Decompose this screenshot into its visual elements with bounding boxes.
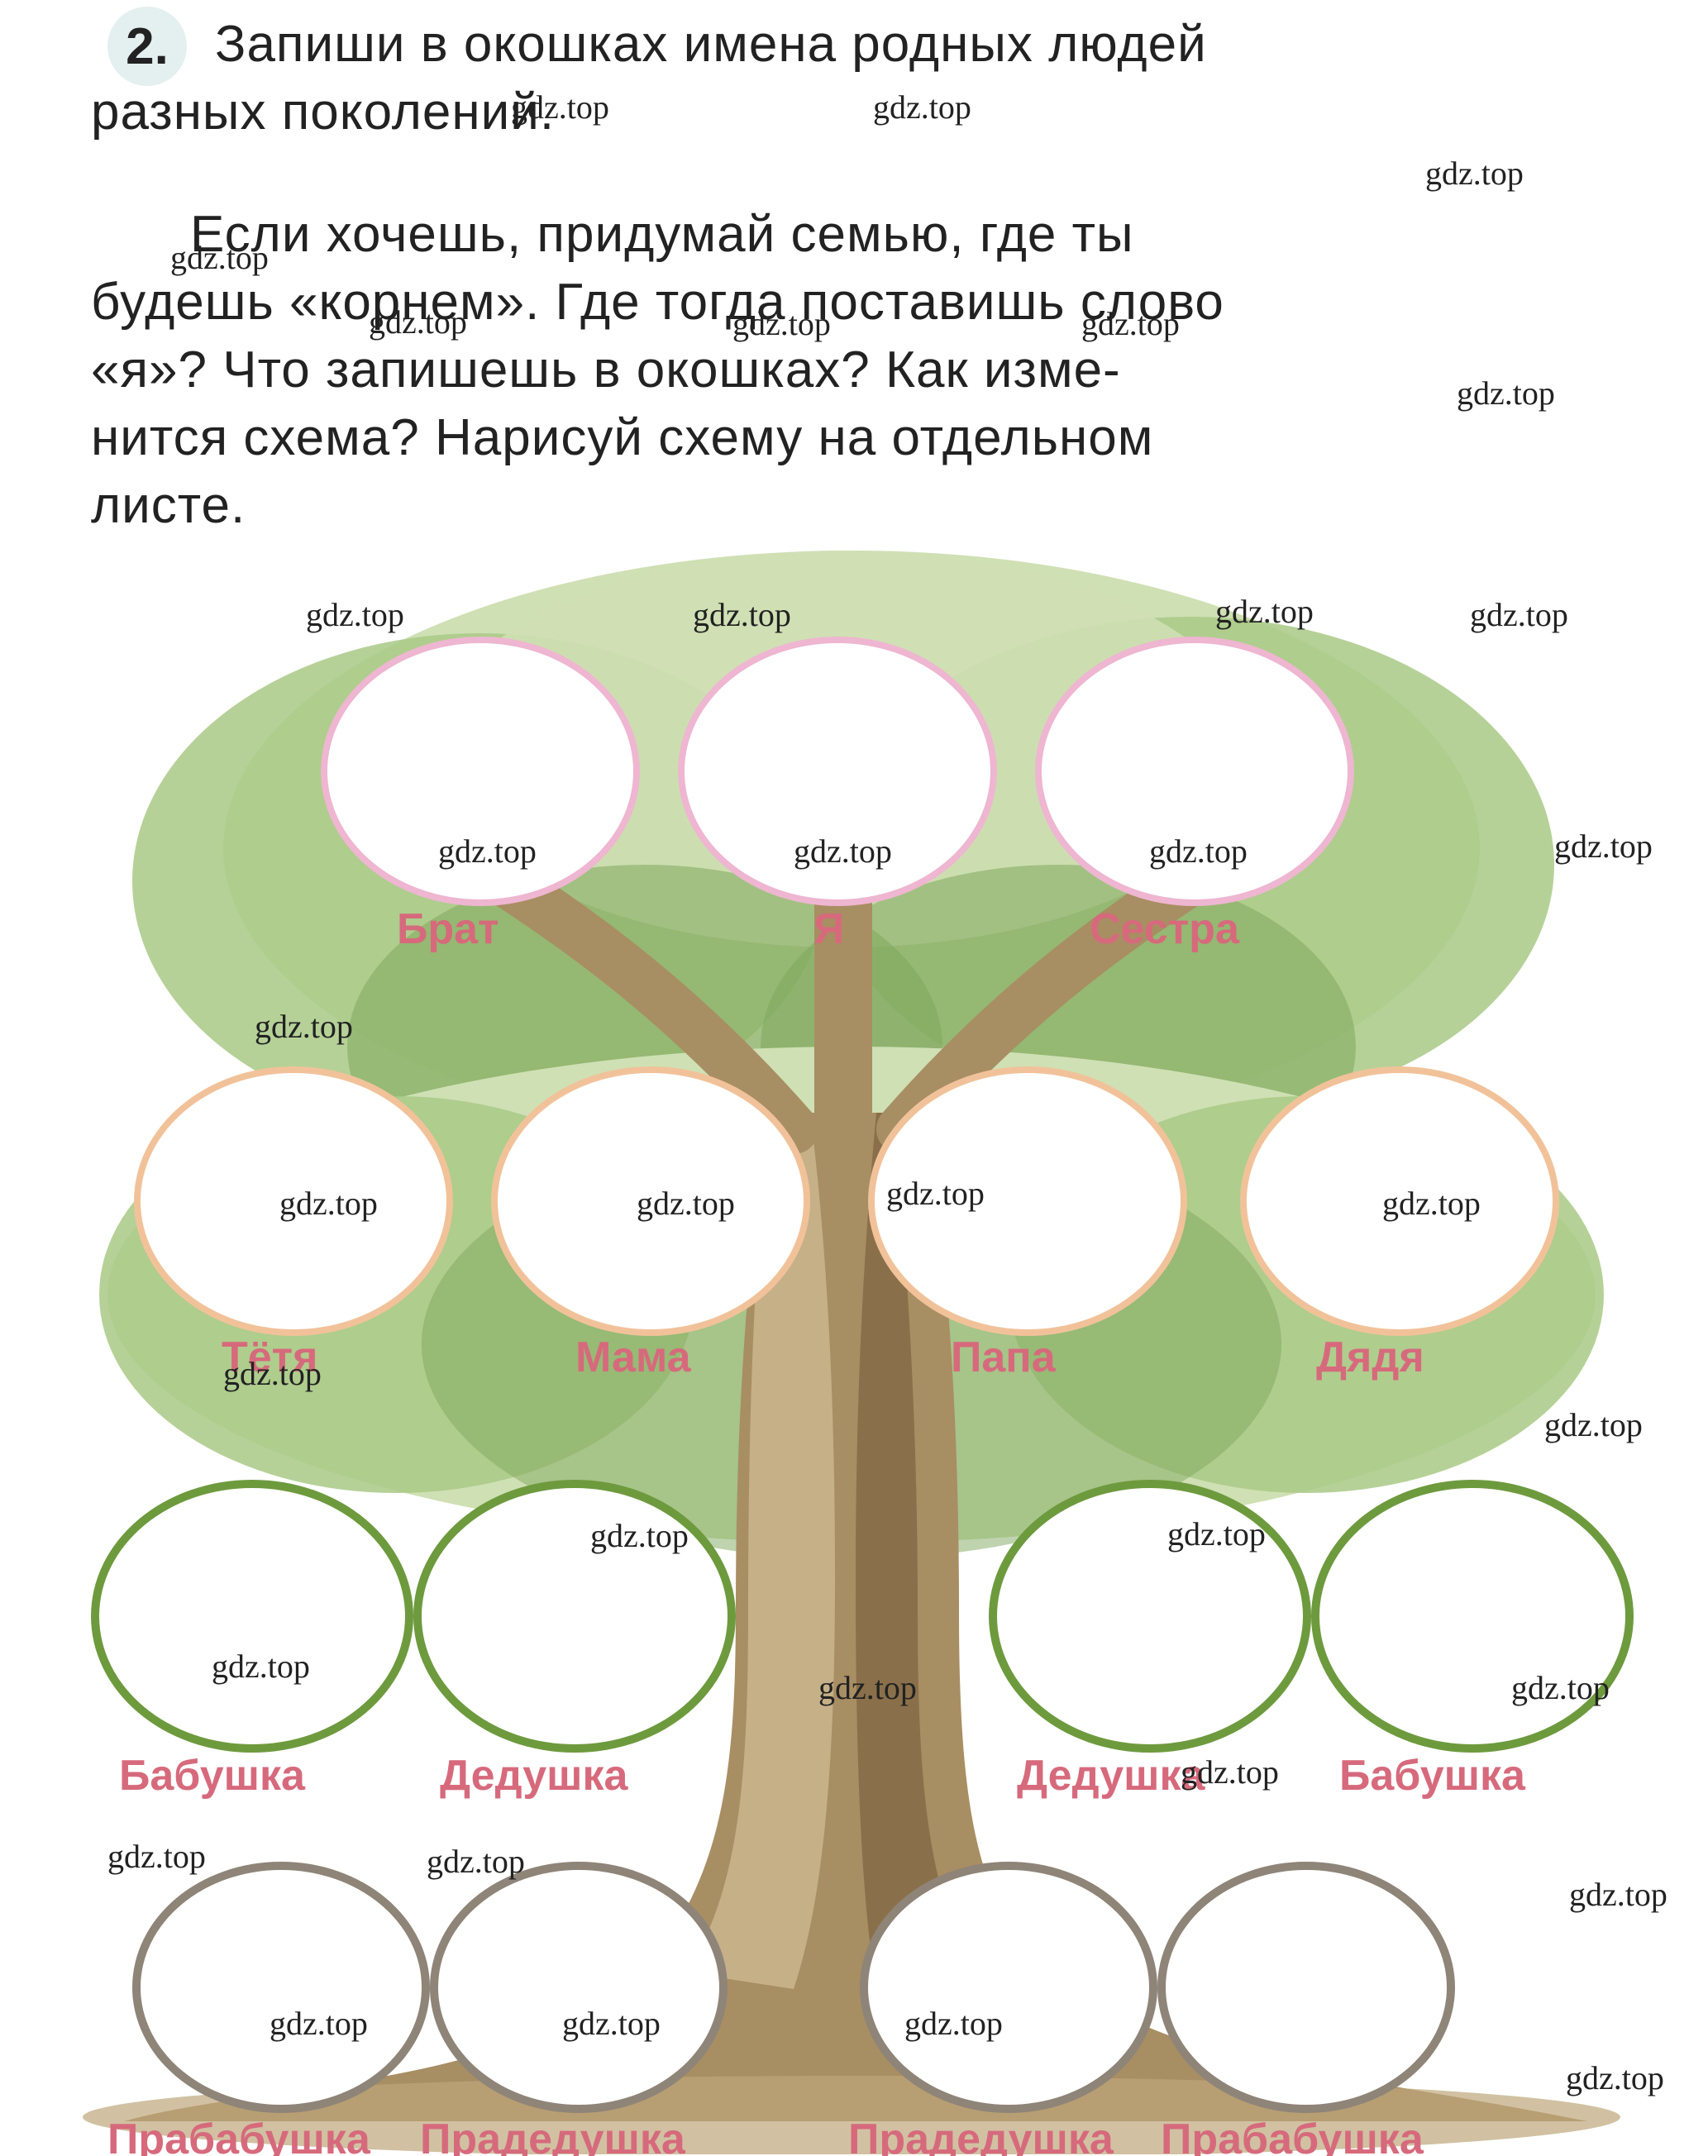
ring-babushka-l[interactable]: [91, 1480, 413, 1753]
task-number-badge: 2.: [107, 7, 187, 86]
label-babushka-r: Бабушка: [1339, 1751, 1525, 1801]
task-text-line2: разных поколений.: [91, 83, 555, 141]
watermark-text: gdz.top: [1566, 2058, 1664, 2097]
label-dedushka-l: Дедушка: [440, 1751, 627, 1801]
watermark-text: gdz.top: [1382, 1184, 1481, 1223]
label-brat: Брат: [397, 904, 499, 954]
watermark-text: gdz.top: [904, 2004, 1003, 2043]
ring-pradedushka-l[interactable]: [430, 1862, 728, 2113]
task-text-line5: «я»? Что запишешь в окошках? Как изме-: [91, 341, 1121, 399]
watermark-text: gdz.top: [873, 88, 971, 126]
watermark-text: gdz.top: [212, 1647, 310, 1686]
watermark-text: gdz.top: [886, 1174, 985, 1213]
watermark-text: gdz.top: [1167, 1514, 1266, 1553]
watermark-text: gdz.top: [1149, 832, 1248, 871]
label-sestra: Сестра: [1090, 904, 1239, 954]
watermark-text: gdz.top: [1554, 827, 1653, 866]
watermark-text: gdz.top: [427, 1842, 525, 1881]
watermark-text: gdz.top: [279, 1184, 378, 1223]
watermark-text: gdz.top: [1215, 592, 1314, 631]
watermark-text: gdz.top: [794, 832, 892, 871]
watermark-text: gdz.top: [438, 832, 537, 871]
label-mama: Мама: [575, 1333, 691, 1382]
watermark-text: gdz.top: [637, 1184, 735, 1223]
task-text-line7: листе.: [91, 476, 246, 535]
watermark-text: gdz.top: [1544, 1405, 1643, 1444]
watermark-text: gdz.top: [270, 2004, 368, 2043]
watermark-text: gdz.top: [1470, 595, 1568, 634]
watermark-text: gdz.top: [1181, 1753, 1279, 1791]
ring-pradedushka-r[interactable]: [860, 1862, 1157, 2113]
watermark-text: gdz.top: [590, 1516, 689, 1555]
watermark-text: gdz.top: [693, 595, 791, 634]
watermark-text: gdz.top: [562, 2004, 661, 2043]
watermark-text: gdz.top: [255, 1007, 353, 1046]
label-dyadya: Дядя: [1316, 1333, 1424, 1382]
task-text-line4: будешь «корнем». Где тогда поставишь сло…: [91, 273, 1224, 332]
watermark-text: gdz.top: [1569, 1875, 1667, 1914]
watermark-text: gdz.top: [306, 595, 404, 634]
task-text-line3: Если хочешь, придумай семью, где ты: [190, 205, 1134, 264]
label-prababushka-r: Прабабушка: [1161, 2115, 1424, 2156]
label-prababushka-l: Прабабушка: [107, 2115, 370, 2156]
ring-babushka-r[interactable]: [1311, 1480, 1634, 1753]
watermark-text: gdz.top: [170, 238, 269, 277]
task-text-line6: нится схема? Нарисуй схему на отдельном: [91, 408, 1153, 467]
watermark-text: gdz.top: [1081, 304, 1180, 343]
label-pradedushka-l: Прадедушка: [420, 2115, 685, 2156]
ring-prababushka-l[interactable]: [132, 1862, 430, 2113]
watermark-text: gdz.top: [1425, 154, 1524, 193]
page: 2. Запиши в окошках имена родных людей р…: [0, 0, 1708, 2156]
label-ya: Я: [813, 904, 844, 954]
label-dedushka-r: Дедушка: [1017, 1751, 1205, 1801]
watermark-text: gdz.top: [1457, 374, 1555, 413]
watermark-text: gdz.top: [818, 1668, 917, 1707]
watermark-text: gdz.top: [223, 1354, 322, 1393]
watermark-text: gdz.top: [511, 88, 609, 126]
watermark-text: gdz.top: [369, 303, 467, 341]
watermark-text: gdz.top: [107, 1837, 206, 1876]
label-pradedushka-r: Прадедушка: [848, 2115, 1114, 2156]
label-papa: Папа: [951, 1333, 1056, 1382]
task-text-line1: Запиши в окошках имена родных людей: [215, 15, 1207, 74]
watermark-text: gdz.top: [1511, 1668, 1610, 1707]
watermark-text: gdz.top: [732, 304, 831, 343]
label-babushka-l: Бабушка: [119, 1751, 305, 1801]
ring-prababushka-r[interactable]: [1157, 1862, 1455, 2113]
